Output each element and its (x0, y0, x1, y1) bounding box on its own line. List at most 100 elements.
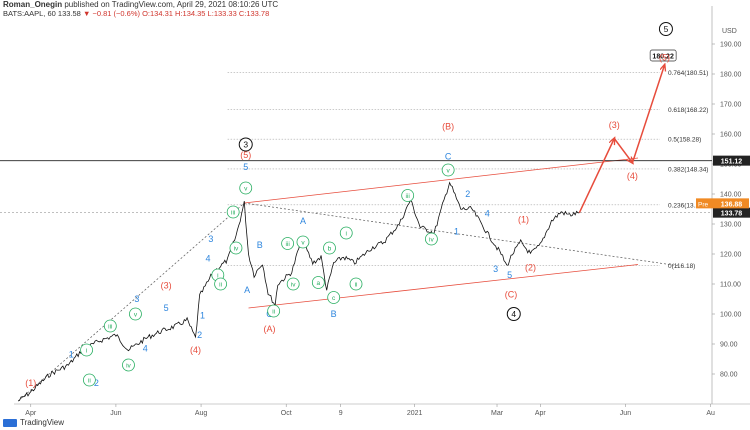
fib-level-label: 0.382(148.34) (668, 166, 708, 173)
wave-label: 5 (664, 24, 669, 34)
x-tick-label: Mar (491, 410, 504, 417)
channel-line (244, 157, 639, 204)
wave-label: v (134, 312, 138, 319)
wave-label: v (301, 240, 305, 247)
wave-label-circle (401, 189, 415, 202)
wave-label: (5) (240, 150, 251, 160)
fib-target-label: 180.22 (652, 54, 674, 61)
wave-label: ii (88, 378, 91, 385)
wave-label: iv (429, 237, 434, 244)
x-tick-label: 9 (339, 410, 343, 417)
currency-label: USD (722, 28, 737, 35)
wave-label: (1) (518, 215, 529, 225)
price-series-line (18, 181, 580, 402)
wave-label: 5 (164, 303, 169, 313)
wave-label: (A) (263, 324, 275, 334)
y-tick-label: 90.00 (720, 342, 738, 349)
chart-header-author: Roman_Onegin published on TradingView.co… (3, 0, 278, 9)
fib-level-label: 0.764(180.51) (668, 70, 708, 77)
wave-label: ii (272, 309, 275, 316)
wave-label-circle (296, 235, 310, 249)
wave-label: 1 (200, 311, 205, 321)
wave-label: iv (234, 246, 239, 253)
x-tick-label: Jun (620, 410, 631, 417)
wave-label: iii (406, 193, 410, 200)
wave-label: (3) (609, 120, 620, 130)
wave-label: A (244, 285, 250, 295)
wave-label-circle (281, 237, 295, 250)
wave-label-circle (311, 276, 325, 289)
premarket-tag (696, 198, 749, 209)
wave-label-circle (441, 163, 455, 177)
fib-level-label: 0.236(13… (668, 202, 700, 209)
wave-label: ii (355, 282, 358, 289)
x-tick-label: Oct (281, 410, 292, 417)
y-tick-label: 80.00 (720, 372, 738, 379)
y-tick-label: 140.00 (720, 192, 742, 199)
y-tick-label: 190.00 (720, 42, 742, 49)
symbol-label: BATS:AAPL, 60 (3, 9, 56, 18)
wave-label: (B) (442, 122, 454, 132)
wave-label: 3 (208, 234, 213, 244)
wave-label: 4 (206, 254, 211, 264)
wave-label: 2 (465, 189, 470, 199)
tradingview-logo-icon (3, 418, 17, 427)
wave-label-circle (129, 307, 142, 321)
wave-label: A (300, 216, 306, 226)
wave-label-circle (80, 343, 93, 357)
wave-label: B (257, 240, 263, 250)
wave-label-circle (425, 232, 438, 246)
y-tick-label: 120.00 (720, 252, 742, 259)
logo-text: TradingView (20, 418, 65, 427)
publish-info: published on TradingView.com, April 29, … (64, 0, 279, 9)
wave-label: b (328, 246, 332, 253)
projection-arrow (613, 138, 632, 163)
y-tick-label: 100.00 (720, 312, 742, 319)
wave-label-circle (214, 277, 228, 291)
wave-label: (4) (190, 345, 201, 355)
wave-label: (C) (505, 290, 518, 300)
wave-label: 1 (454, 227, 459, 237)
wave-label: i (217, 273, 218, 280)
wave-label: C (445, 152, 452, 162)
wave-label-circle (339, 226, 353, 240)
wave-label: 5 (507, 270, 512, 280)
price-level-tag-label: 133.78 (721, 211, 743, 218)
author-name: Roman_Onegin (3, 0, 63, 9)
price-change: ▼ −0.81 (−0.6%) (82, 9, 140, 18)
wave-label-ring (658, 22, 673, 36)
projection-arrow (578, 139, 614, 213)
wave-label: 4 (143, 344, 148, 354)
wave-label: iv (126, 363, 131, 370)
wave-label: 3 (243, 140, 248, 150)
x-tick-label: 2021 (407, 410, 423, 417)
chart-header-quote: BATS:AAPL, 60 133.58 ▼ −0.81 (−0.6%) O:1… (3, 9, 269, 18)
wave-label-circle (327, 291, 341, 304)
channel-line (248, 264, 639, 309)
wave-label-circle (239, 181, 253, 195)
price-level-tag (713, 207, 750, 218)
wave-label: v (244, 186, 248, 193)
wave-label: (2) (525, 263, 536, 273)
x-tick-label: Aug (195, 410, 208, 417)
wave-label-circle (226, 205, 240, 219)
wave-label: ii (219, 282, 222, 289)
wave-label-circle (122, 358, 135, 372)
wave-label: i (86, 348, 87, 355)
price-level-tag (713, 155, 750, 166)
premarket-tag-value: 136.88 (721, 201, 743, 208)
wave-label: (3) (161, 281, 172, 291)
wave-label-circle (349, 277, 363, 291)
y-tick-label: 170.00 (720, 102, 742, 109)
wave-label-circle (267, 304, 281, 318)
wave-label-circle (229, 241, 243, 255)
last-price: 133.58 (57, 9, 81, 18)
fib-level-label: 0.618(168.22) (668, 107, 708, 114)
wave-label: 5 (243, 162, 248, 172)
wave-label-circle (82, 373, 96, 387)
wave-label: 1 (69, 350, 74, 360)
x-tick-label: Apr (25, 410, 37, 417)
wave-label-ring (238, 137, 253, 152)
wave-label: a (317, 280, 321, 287)
